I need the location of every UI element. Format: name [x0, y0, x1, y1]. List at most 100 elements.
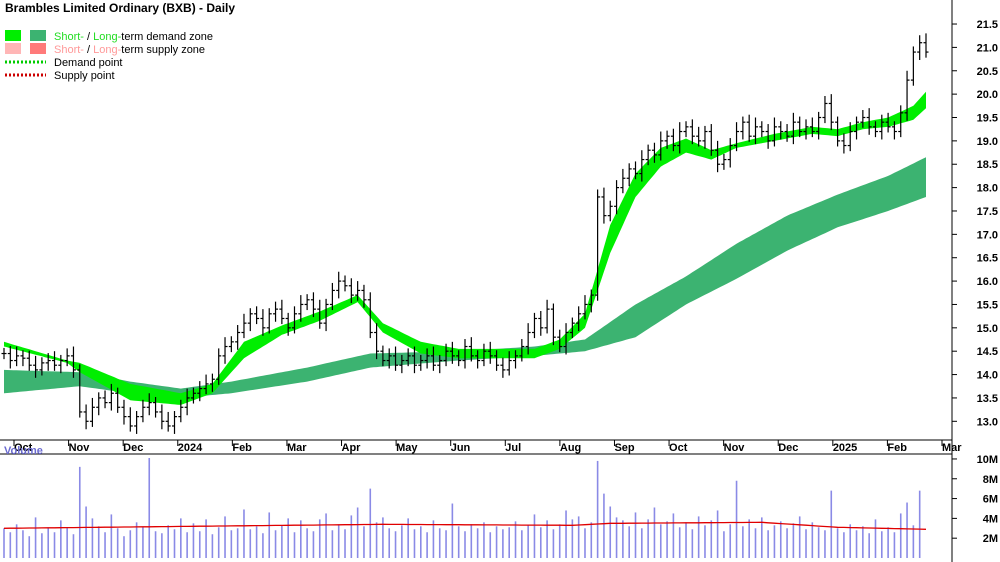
price-bar [424, 348, 430, 369]
price-bar [247, 308, 253, 332]
legend-demand-zone: Short- / Long-term demand zone [54, 31, 213, 43]
zones-layer [4, 91, 926, 405]
volume-average-line [3, 521, 927, 530]
price-bar [7, 346, 13, 369]
price-bar [386, 348, 392, 369]
month-label: Nov [69, 442, 91, 454]
price-bar [184, 388, 190, 416]
price-bar [361, 284, 367, 308]
price-tick-label: 15.0 [977, 323, 998, 335]
price-bar [771, 117, 777, 147]
month-label: Jun [451, 442, 471, 454]
price-bar [601, 187, 607, 224]
price-bar [209, 373, 215, 392]
price-tick-label: 21.5 [977, 19, 998, 31]
price-bar [235, 325, 241, 350]
price-bar [102, 390, 108, 409]
price-bar [323, 298, 329, 332]
price-bar [860, 110, 866, 128]
price-tick-label: 16.5 [977, 253, 998, 265]
price-bar [411, 346, 417, 374]
price-bar [108, 383, 114, 411]
price-bar [481, 343, 487, 367]
legend-long-supply-swatch [30, 43, 46, 54]
price-bar [228, 336, 234, 353]
price-bar [740, 116, 746, 140]
price-bar [374, 323, 380, 360]
price-bar [576, 306, 582, 332]
price-tick-label: 17.5 [977, 206, 998, 218]
legend: Short- / Long-term demand zone Short- / … [5, 30, 213, 82]
price-tick-label: 17.0 [977, 229, 998, 241]
price-bar [778, 121, 784, 140]
price-bar [203, 374, 209, 395]
price-bar [721, 153, 727, 170]
price-bar [569, 317, 575, 339]
price-bar [39, 357, 45, 376]
price-bar [582, 295, 588, 320]
price-bar [399, 354, 405, 374]
price-bar [885, 112, 891, 133]
price-bar [727, 138, 733, 168]
volume-axis-ticks: 2M 4M 6M 8M 10M [952, 454, 998, 545]
chart-title: Brambles Limited Ordinary (BXB) - Daily [5, 1, 235, 15]
price-bar [525, 323, 531, 355]
price-bar [165, 411, 171, 432]
price-bar [380, 345, 386, 367]
price-bar [367, 292, 373, 339]
price-bar [348, 278, 354, 304]
price-bar [828, 94, 834, 131]
price-bar [121, 399, 127, 425]
price-bar [241, 313, 247, 339]
price-bar [310, 292, 316, 318]
price-bar [494, 350, 500, 371]
price-axis-ticks: 13.0 13.5 14.0 14.5 15.0 15.5 16.0 16.5 17.0 17.5… [952, 19, 998, 428]
month-label: Apr [342, 442, 362, 454]
price-bar [872, 121, 878, 138]
price-bar [317, 299, 323, 329]
price-bar [172, 411, 178, 434]
month-label: Dec [778, 442, 798, 454]
price-bar [531, 312, 537, 339]
price-bar [759, 121, 765, 138]
price-bar [127, 407, 133, 432]
price-tick-label: 18.0 [977, 183, 998, 195]
price-bar [822, 96, 828, 124]
price-bar [304, 294, 310, 311]
volume-tick-label: 4M [983, 513, 998, 525]
price-bar [803, 119, 809, 140]
price-bar [64, 348, 70, 367]
price-bar [746, 114, 752, 142]
price-bar [140, 399, 146, 423]
price-tick-label: 21.0 [977, 42, 998, 54]
legend-demand-point: Demand point [54, 57, 123, 69]
price-bar [77, 364, 83, 418]
price-bar [923, 33, 929, 58]
price-bar [216, 348, 222, 385]
price-bar [222, 337, 228, 364]
price-bar [279, 299, 285, 325]
month-label: Oct [669, 442, 688, 454]
price-bar [33, 355, 39, 378]
month-label: Feb [232, 442, 252, 454]
price-bar [544, 299, 550, 334]
price-tick-label: 18.5 [977, 159, 998, 171]
price-tick-label: 14.0 [977, 370, 998, 382]
price-bar [620, 168, 626, 194]
price-bar [904, 70, 910, 121]
volume-tick-label: 2M [983, 533, 998, 545]
price-bar [651, 142, 657, 163]
price-bar [456, 350, 462, 367]
price-bar [285, 312, 291, 336]
price-bar [355, 281, 361, 301]
month-label: 2024 [178, 442, 203, 454]
legend-supply-point: Supply point [54, 70, 115, 82]
legend-short-demand-swatch [5, 30, 21, 41]
price-bar [513, 350, 519, 369]
price-bar [563, 323, 569, 355]
price-bar [462, 339, 468, 369]
price-bar [752, 117, 758, 145]
month-label: Mar [942, 442, 962, 454]
price-bar [153, 397, 159, 418]
